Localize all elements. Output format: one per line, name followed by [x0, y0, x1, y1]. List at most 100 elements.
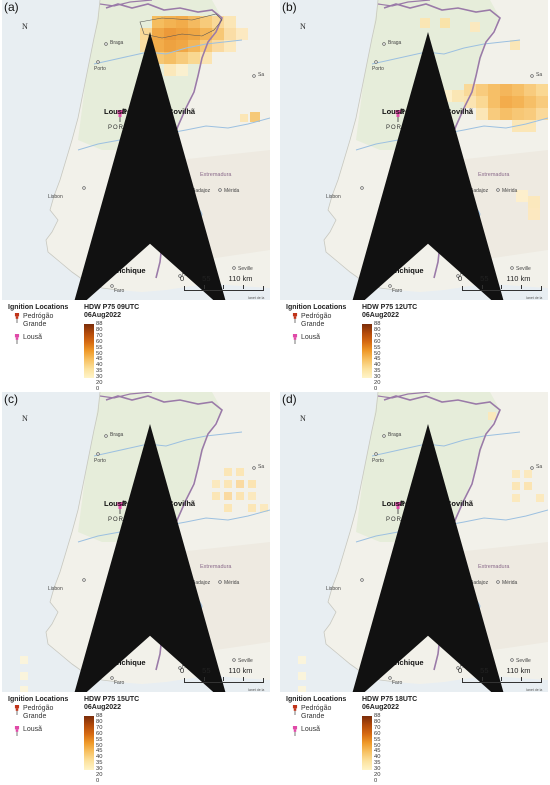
- pedrogao-pin-icon: [14, 705, 20, 715]
- city-dot: [360, 578, 364, 582]
- place-lousa: Lousã: [104, 107, 127, 116]
- hdw-cell: [528, 208, 540, 220]
- lousa-pin: [395, 502, 401, 514]
- hdw-cell: [250, 112, 260, 122]
- city-dot: [218, 580, 222, 584]
- place-covilha: Covilhã: [168, 107, 196, 116]
- river-douro: [371, 39, 521, 65]
- north-arrow: N: [16, 22, 226, 300]
- colorbar-tick-label: 0: [96, 777, 100, 784]
- colorbar-tick-label: 40: [96, 362, 103, 369]
- hdw-title-line2: 06Aug2022: [362, 312, 399, 319]
- hdw-cell: [510, 40, 520, 50]
- hdw-cell: [260, 504, 268, 512]
- hdw-cell: [152, 28, 164, 40]
- hdw-cell: [500, 108, 512, 120]
- hdw-title: HDW P75 09UTC 06Aug2022: [84, 304, 139, 320]
- map-area: BragaPortoLousãPedrógãoCovilhãGrandePORT…: [280, 0, 548, 300]
- place-porto: Porto: [94, 66, 106, 72]
- hdw-cell: [488, 84, 500, 96]
- place-faro: Faro: [114, 288, 125, 294]
- colorbar-tick-label: 55: [96, 736, 103, 743]
- colorbar-tick-label: 45: [374, 356, 381, 363]
- hdw-heat-layer: [20, 468, 268, 692]
- place-badajoz: Badajoz: [470, 580, 489, 586]
- city-dot: [510, 266, 514, 270]
- legend-lousa: Lousã: [292, 726, 320, 736]
- hdw-cell: [488, 412, 496, 420]
- colorbar-tick-label: 50: [374, 742, 381, 749]
- attribution: Ianet de la: [248, 688, 265, 692]
- colorbar-tick-label: 88: [374, 321, 381, 327]
- hdw-cell: [524, 482, 532, 490]
- colorbar-tick-label: 35: [96, 760, 103, 767]
- hdw-title: HDW P75 12UTC 06Aug2022: [362, 304, 417, 320]
- legend: Ignition Locations Pedrógão Grande Lousã HDW…: [8, 696, 268, 784]
- legend-lousa-label: Lousã: [23, 334, 43, 341]
- colorbar-tick-label: 40: [374, 754, 381, 761]
- hdw-title-line1: HDW P75 15UTC: [84, 696, 140, 703]
- hdw-cell: [476, 96, 488, 108]
- hdw-cell: [440, 18, 450, 28]
- colorbar-tick-label: 45: [96, 748, 103, 755]
- scale-bar: 0 55 110 km: [180, 268, 266, 294]
- colorbar-tick-label: 35: [96, 368, 103, 375]
- hdw-cell: [512, 470, 520, 478]
- legend-pedrogao: Pedrógão Grande: [292, 313, 331, 329]
- region-outline: [139, 13, 223, 39]
- colorbar-tick-label: 60: [96, 338, 103, 345]
- coastline: [45, 392, 119, 683]
- colorbar-tick-label: 0: [374, 385, 378, 392]
- legend-pedrogao-label: Pedrógão Grande: [301, 313, 332, 328]
- pedrogao-pin-icon: [14, 313, 20, 323]
- colorbar-tick-label: 45: [96, 356, 103, 363]
- legend: Ignition Locations Pedrógão Grande Lousã HDW…: [8, 304, 268, 392]
- hdw-title: HDW P75 18UTC 06Aug2022: [362, 696, 417, 712]
- legend-lousa-label: Lousã: [301, 726, 321, 733]
- colorbar-tick-label: 30: [374, 374, 381, 381]
- hdw-cell: [464, 96, 476, 108]
- city-dot: [496, 188, 500, 192]
- city-dot: [252, 74, 256, 78]
- hdw-title-line2: 06Aug2022: [362, 704, 399, 711]
- hdw-cell: [536, 84, 548, 96]
- colorbar-tick-label: 20: [374, 772, 381, 779]
- hdw-cell: [488, 96, 500, 108]
- colorbar-tick-label: 35: [374, 368, 381, 375]
- hdw-title-line2: 06Aug2022: [84, 704, 121, 711]
- scale-line: [184, 285, 264, 291]
- hdw-cell: [524, 120, 536, 132]
- north-label: N: [22, 22, 28, 31]
- legend-pedrogao-label: Pedrógão Grande: [301, 705, 332, 720]
- lousa-pin: [117, 502, 123, 514]
- hdw-cell: [152, 40, 164, 52]
- place-lisbon: Lisbon: [48, 194, 63, 200]
- hdw-cell: [224, 28, 236, 40]
- panel-label: (d): [282, 392, 297, 406]
- colorbar-tick-label: 20: [96, 772, 103, 779]
- city-dot: [382, 42, 386, 46]
- place-badajoz: Badajoz: [192, 580, 211, 586]
- hdw-cell: [176, 16, 188, 28]
- scale-110: 110 km: [506, 274, 531, 283]
- colorbar-tick-label: 30: [96, 374, 103, 381]
- border-north: [99, 0, 153, 7]
- hdw-cell: [176, 64, 188, 76]
- colorbar-tick-label: 60: [96, 730, 103, 737]
- colorbar: [362, 716, 372, 770]
- attribution: Ianet de la: [248, 296, 265, 300]
- colorbar-tick-label: 50: [96, 350, 103, 357]
- colorbar-tick-label: 40: [374, 362, 381, 369]
- colorbar-tick-label: 30: [96, 766, 103, 773]
- colorbar-tick-label: 80: [374, 326, 381, 333]
- panel-label: (b): [282, 0, 297, 14]
- hdw-cell: [236, 480, 244, 488]
- city-dot: [374, 452, 378, 456]
- place-extremadura: Extremadura: [478, 172, 510, 178]
- hdw-cell: [298, 672, 306, 680]
- colorbar-tick-label: 20: [96, 380, 103, 387]
- legend-title: Ignition Locations: [286, 304, 347, 311]
- hdw-cell: [224, 16, 236, 28]
- colorbar-tick-label: 35: [374, 760, 381, 767]
- border-north: [99, 392, 153, 399]
